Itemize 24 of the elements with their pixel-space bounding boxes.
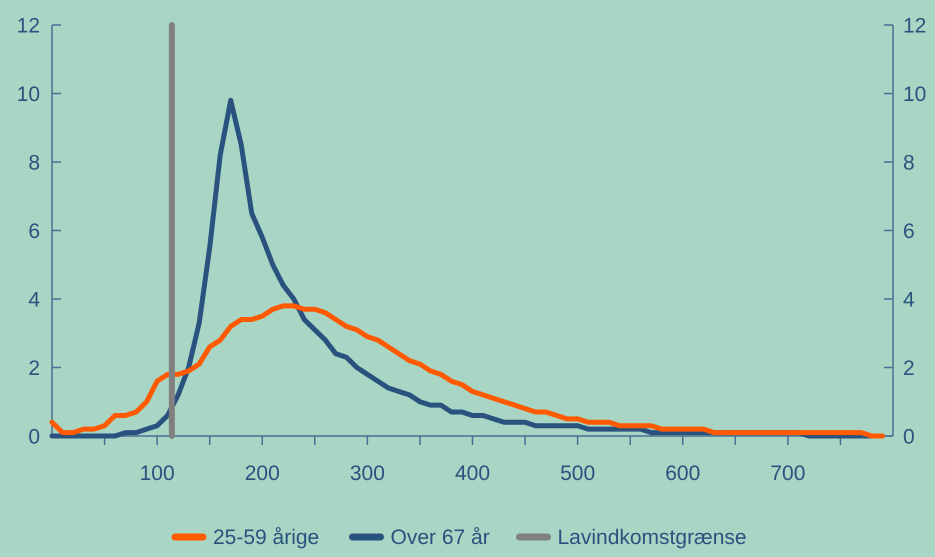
- legend-label: 25-59 årige: [213, 526, 320, 549]
- y-tick-label: 6: [28, 220, 40, 243]
- x-tick-label: 200: [244, 462, 280, 485]
- x-tick-label: 500: [560, 462, 596, 485]
- y-tick-label: 4: [28, 288, 40, 312]
- legend-label: Lavindkomstgrænse: [558, 526, 747, 549]
- y2-tick-label: 4: [903, 288, 915, 312]
- y2-tick-label: 2: [903, 356, 915, 380]
- x-tick-label: 600: [665, 462, 700, 485]
- x-tick-label: 300: [350, 462, 385, 485]
- y-tick-label: 8: [28, 151, 40, 174]
- legend-label: Over 67 år: [390, 526, 490, 549]
- y2-tick-label: 0: [903, 425, 915, 448]
- y-tick-label: 12: [16, 14, 40, 38]
- y2-tick-label: 10: [903, 82, 926, 106]
- y2-tick-label: 6: [903, 220, 915, 243]
- x-tick-label: 400: [454, 462, 490, 485]
- y2-tick-label: 12: [903, 14, 926, 38]
- x-tick-label: 100: [140, 462, 175, 485]
- y-tick-label: 10: [16, 82, 40, 106]
- y2-tick-label: 8: [903, 151, 915, 174]
- y-tick-label: 0: [28, 425, 40, 448]
- x-tick-label: 700: [770, 462, 806, 485]
- y-tick-label: 2: [28, 356, 40, 380]
